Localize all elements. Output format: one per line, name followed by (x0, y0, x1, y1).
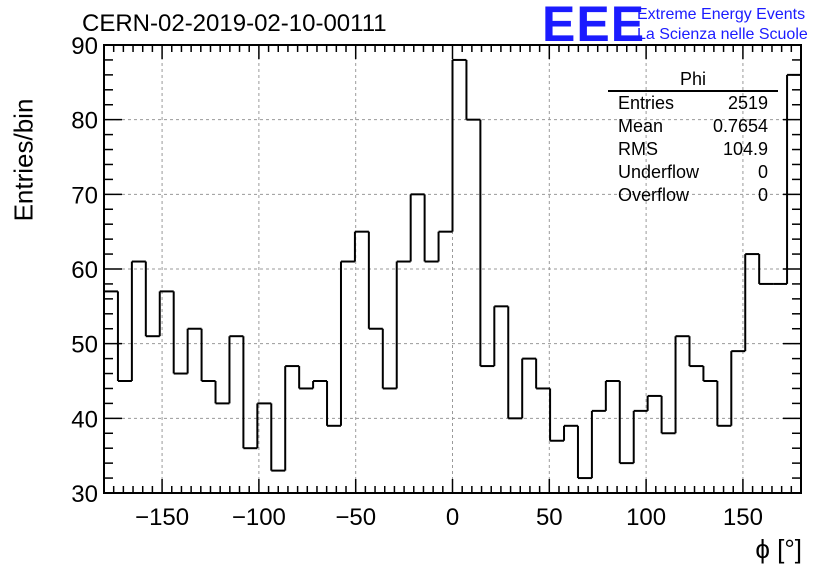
chart-title: CERN-02-2019-02-10-00111 (82, 10, 387, 37)
x-tick-label: −100 (232, 504, 286, 531)
x-tick-label: −50 (335, 504, 376, 531)
org-subtitle: La Scienza nelle Scuole (637, 26, 808, 43)
x-axis-label: ϕ [°] (755, 534, 802, 564)
x-tick-label: 50 (536, 504, 563, 531)
y-tick-label: 50 (71, 332, 98, 359)
y-tick-label: 60 (71, 257, 98, 284)
stats-row-underflow: Underflow 0 (618, 162, 768, 182)
stats-title: Phi (608, 70, 778, 92)
y-tick-label: 80 (71, 108, 98, 135)
y-tick-label: 90 (71, 33, 98, 60)
x-tick-label: 100 (626, 504, 666, 531)
org-name: Extreme Energy Events (637, 6, 806, 23)
tick-labels: −150 −100 −50 0 50 100 150 30 40 50 60 70 80 90 (71, 33, 763, 531)
y-tick-label: 70 (71, 182, 98, 209)
y-tick-label: 40 (71, 406, 98, 433)
stats-row-mean: Mean 0.7654 (618, 116, 768, 136)
stats-row-rms: RMS 104.9 (618, 139, 768, 159)
stats-row-overflow: Overflow 0 (618, 185, 768, 205)
y-axis-label: Entries/bin (8, 98, 39, 222)
x-tick-label: 150 (723, 504, 763, 531)
y-tick-label: 30 (71, 481, 98, 508)
stats-row-entries: Entries 2519 (618, 93, 768, 113)
axis-ticks (104, 44, 801, 494)
x-tick-label: 0 (446, 504, 459, 531)
stats-box: Phi Entries 2519 Mean 0.7654 RMS 104.9 Unde… (608, 70, 778, 207)
x-tick-label: −150 (135, 504, 189, 531)
eee-logo: EEE (542, 0, 646, 52)
